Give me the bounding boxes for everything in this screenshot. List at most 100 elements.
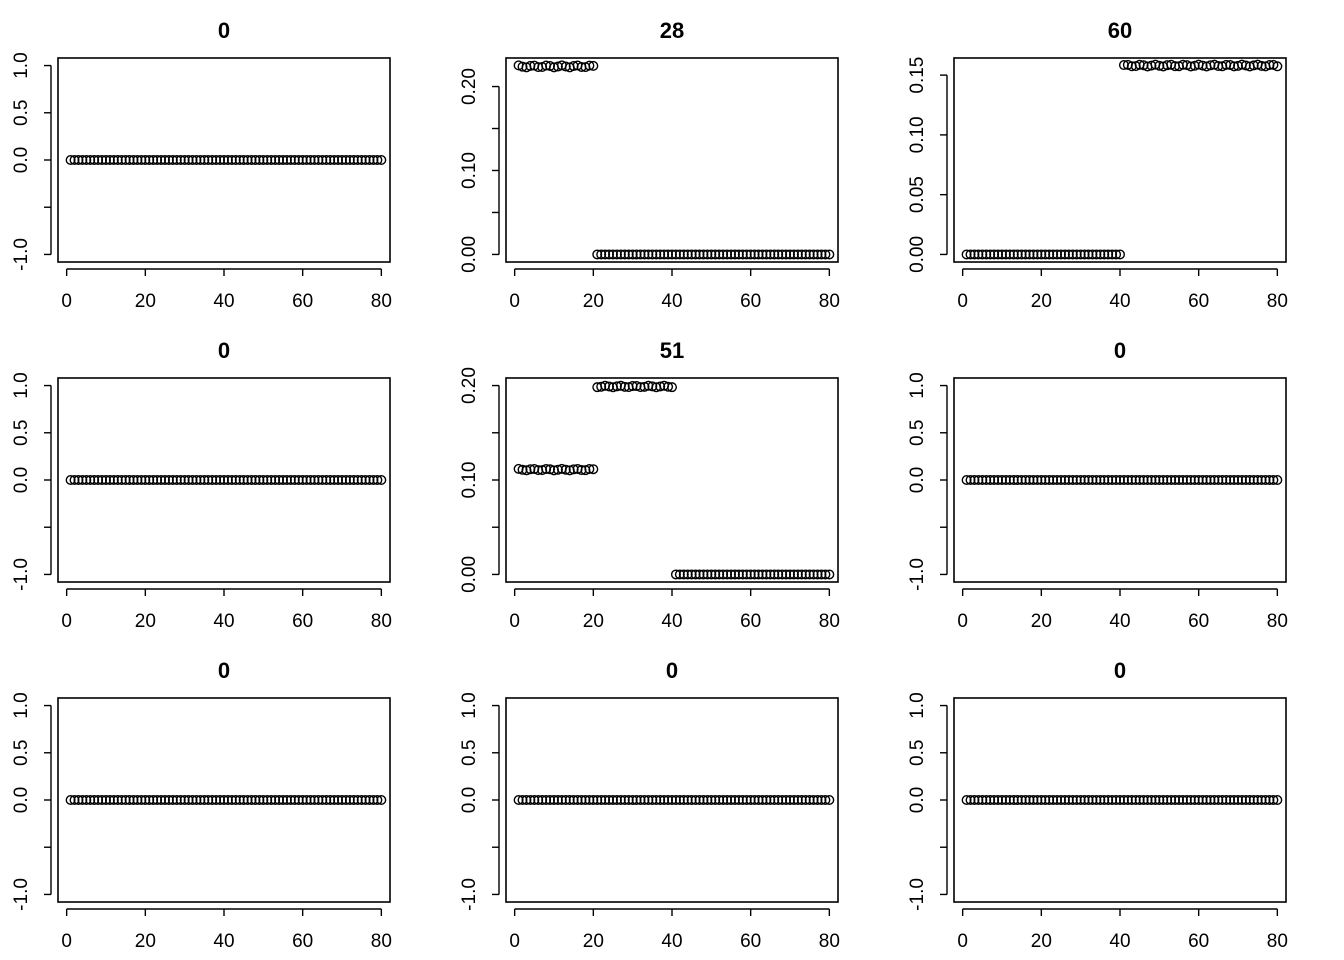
data-point <box>1032 795 1043 806</box>
x-tick-label: 80 <box>371 611 392 632</box>
x-tick-label: 40 <box>213 611 234 632</box>
data-point <box>718 249 729 260</box>
data-point <box>104 154 115 165</box>
data-point <box>1004 795 1015 806</box>
data-point <box>262 475 273 486</box>
panel-title: 51 <box>660 338 684 363</box>
x-tick-label: 80 <box>819 291 840 312</box>
data-point <box>1083 249 1094 260</box>
data-point <box>702 795 713 806</box>
data-point <box>753 795 764 806</box>
data-point <box>1134 475 1145 486</box>
data-point <box>1134 795 1145 806</box>
data-point <box>1111 249 1122 260</box>
data-point <box>710 569 721 580</box>
data-point <box>678 569 689 580</box>
data-point <box>242 154 253 165</box>
data-point <box>242 795 253 806</box>
data-point <box>777 795 788 806</box>
data-point <box>710 795 721 806</box>
data-point <box>108 154 119 165</box>
x-tick-label: 0 <box>61 291 72 312</box>
data-point <box>611 795 622 806</box>
data-point <box>1004 475 1015 486</box>
data-point <box>639 795 650 806</box>
data-point <box>604 795 615 806</box>
data-point <box>215 795 226 806</box>
plot-frame <box>953 57 1287 263</box>
data-point <box>996 249 1007 260</box>
data-point <box>737 249 748 260</box>
data-point <box>568 795 579 806</box>
data-point <box>1177 475 1188 486</box>
data-point <box>643 249 654 260</box>
data-point <box>706 569 717 580</box>
data-point <box>77 475 88 486</box>
x-tick-label: 20 <box>583 611 604 632</box>
data-point <box>961 795 972 806</box>
data-point <box>195 154 206 165</box>
data-point <box>686 795 697 806</box>
data-point <box>104 795 115 806</box>
data-point <box>600 795 611 806</box>
data-point <box>1201 795 1212 806</box>
data-point <box>812 249 823 260</box>
x-tick-label: 20 <box>583 291 604 312</box>
data-point <box>270 475 281 486</box>
data-point <box>207 475 218 486</box>
data-point <box>246 154 257 165</box>
data-point <box>663 795 674 806</box>
data-point <box>77 154 88 165</box>
data-point <box>100 475 111 486</box>
panel-title: 0 <box>218 338 230 363</box>
data-point <box>321 795 332 806</box>
data-point <box>741 569 752 580</box>
data-point <box>112 475 123 486</box>
data-point <box>360 795 371 806</box>
data-point <box>1193 475 1204 486</box>
data-point <box>1103 475 1114 486</box>
data-point <box>670 795 681 806</box>
data-point <box>1020 795 1031 806</box>
data-point <box>69 154 80 165</box>
data-point <box>207 795 218 806</box>
data-point <box>584 464 595 475</box>
data-point <box>226 154 237 165</box>
data-point <box>973 249 984 260</box>
data-point <box>156 154 167 165</box>
y-tick-label: 0.10 <box>459 152 480 189</box>
data-point <box>757 249 768 260</box>
data-point <box>1067 475 1078 486</box>
data-point <box>65 795 76 806</box>
data-point <box>1016 249 1027 260</box>
data-point <box>729 249 740 260</box>
data-point <box>969 249 980 260</box>
panel-title: 0 <box>218 658 230 683</box>
data-point <box>619 249 630 260</box>
data-point <box>132 475 143 486</box>
data-point <box>552 61 563 72</box>
data-point <box>1240 795 1251 806</box>
data-point <box>1048 795 1059 806</box>
data-point <box>785 795 796 806</box>
data-point <box>718 569 729 580</box>
data-point <box>761 795 772 806</box>
data-point <box>674 569 685 580</box>
data-point <box>604 249 615 260</box>
plot-frame <box>57 57 391 263</box>
data-point <box>124 154 135 165</box>
data-point <box>1256 795 1267 806</box>
data-point <box>647 249 658 260</box>
data-point <box>820 795 831 806</box>
data-point <box>655 795 666 806</box>
data-point <box>1170 475 1181 486</box>
data-point <box>1048 475 1059 486</box>
data-point <box>1075 249 1086 260</box>
data-point <box>1118 475 1129 486</box>
data-point <box>615 795 626 806</box>
data-point <box>965 475 976 486</box>
data-point <box>234 475 245 486</box>
data-point <box>670 569 681 580</box>
data-point <box>187 154 198 165</box>
data-point <box>1036 475 1047 486</box>
